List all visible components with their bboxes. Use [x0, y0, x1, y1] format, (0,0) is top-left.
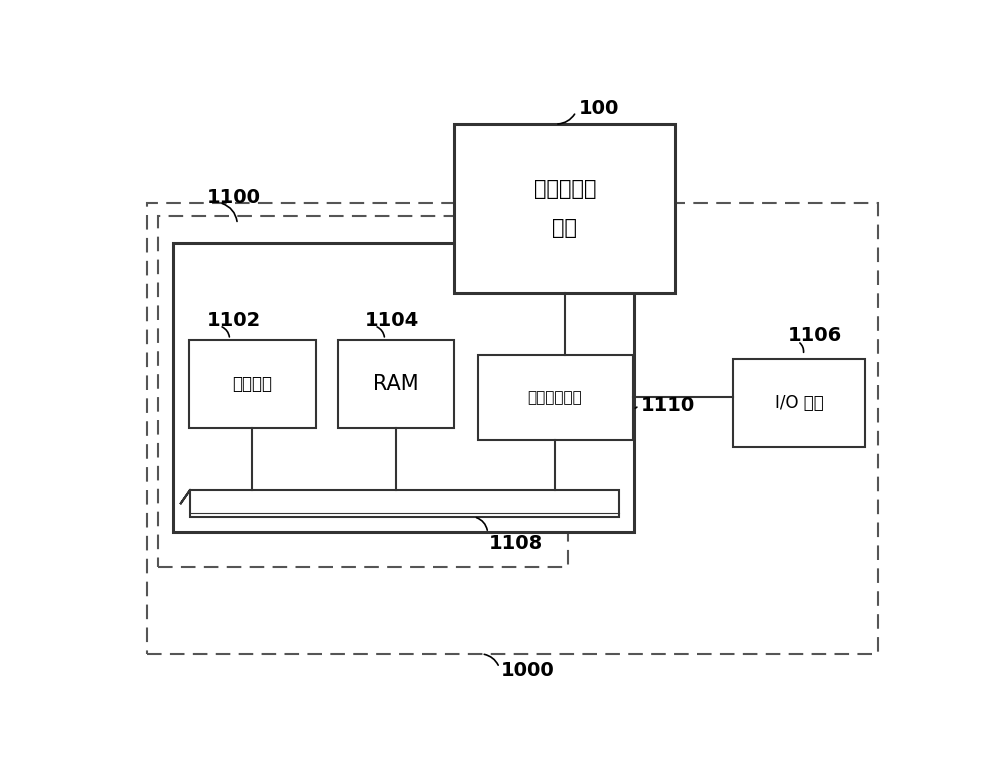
FancyBboxPatch shape: [454, 124, 675, 294]
FancyBboxPatch shape: [189, 340, 316, 428]
Text: I/O 装置: I/O 装置: [775, 394, 824, 412]
FancyBboxPatch shape: [478, 355, 633, 439]
Text: 1106: 1106: [788, 326, 842, 345]
FancyBboxPatch shape: [190, 490, 619, 517]
Text: 数据传输接口: 数据传输接口: [528, 390, 582, 405]
Text: 1110: 1110: [640, 396, 695, 415]
Text: 存储器储存
装置: 存储器储存 装置: [534, 179, 596, 238]
Text: RAM: RAM: [373, 374, 419, 394]
Text: 1000: 1000: [501, 662, 555, 680]
FancyBboxPatch shape: [173, 244, 634, 532]
Text: 1100: 1100: [206, 188, 260, 207]
Polygon shape: [181, 490, 190, 503]
Text: 1104: 1104: [365, 311, 420, 330]
Text: 1108: 1108: [489, 534, 544, 554]
Text: 微处理器: 微处理器: [232, 375, 272, 393]
Text: 1102: 1102: [206, 311, 261, 330]
FancyBboxPatch shape: [338, 340, 454, 428]
FancyBboxPatch shape: [733, 359, 865, 447]
Text: 100: 100: [578, 99, 619, 118]
